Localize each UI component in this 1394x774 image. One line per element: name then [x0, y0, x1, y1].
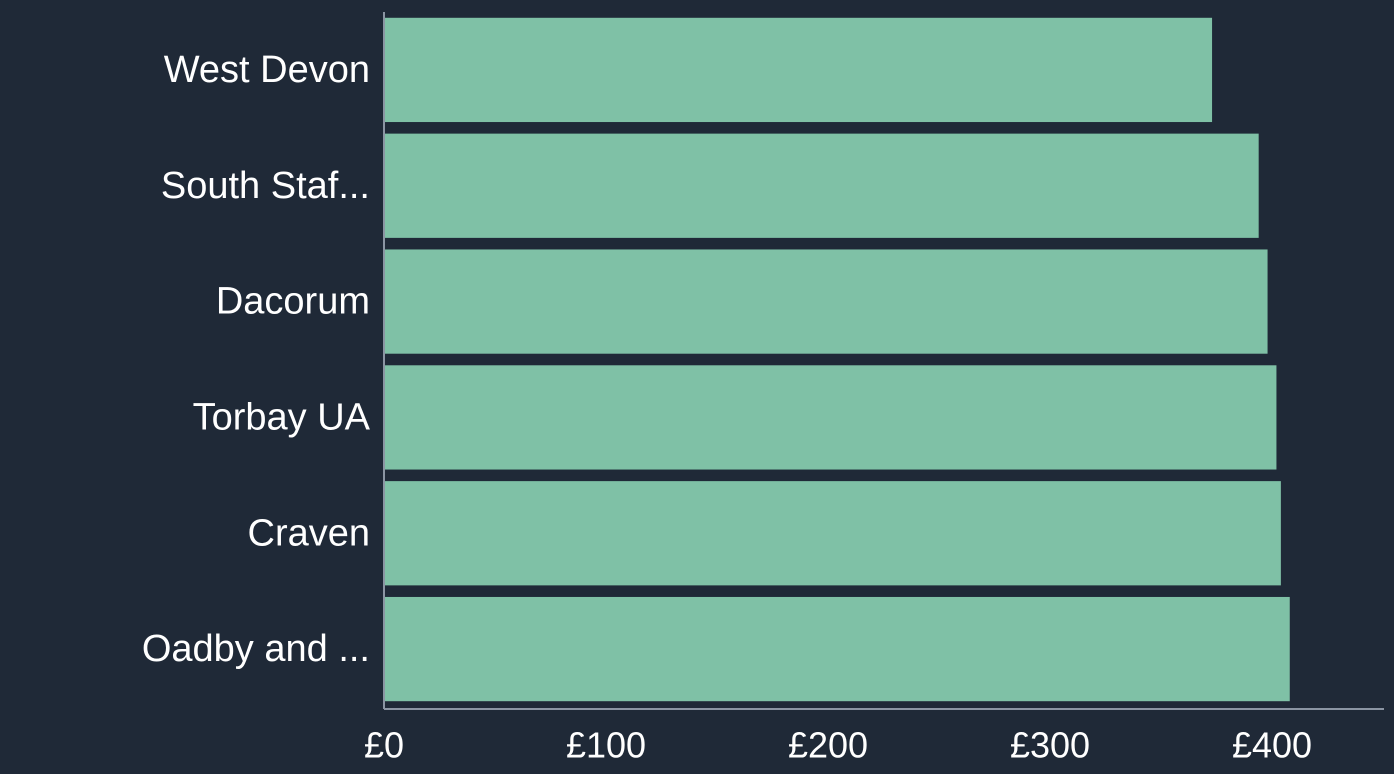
- x-tick-label: £0: [364, 725, 404, 766]
- category-label: Dacorum: [216, 281, 370, 323]
- bar: [385, 133, 1259, 238]
- bars-layer: [385, 17, 1290, 702]
- bar: [385, 17, 1213, 123]
- x-tick-label: £300: [1010, 725, 1090, 766]
- x-tick-label: £400: [1232, 725, 1312, 766]
- category-labels: West Devon South Staf... Dacorum Torbay UA C…: [142, 49, 371, 670]
- bar: [385, 249, 1268, 354]
- category-label: Craven: [248, 512, 371, 554]
- category-label: South Staf...: [161, 165, 370, 207]
- category-label: West Devon: [164, 49, 370, 91]
- x-tick-label: £100: [566, 725, 646, 766]
- bar: [385, 596, 1290, 702]
- category-label: Oadby and ...: [142, 628, 370, 670]
- bar: [385, 365, 1277, 470]
- x-tick-labels: £0 £100 £200 £300 £400: [364, 725, 1312, 766]
- x-tick-label: £200: [788, 725, 868, 766]
- bar: [385, 481, 1281, 586]
- category-label: Torbay UA: [193, 396, 371, 438]
